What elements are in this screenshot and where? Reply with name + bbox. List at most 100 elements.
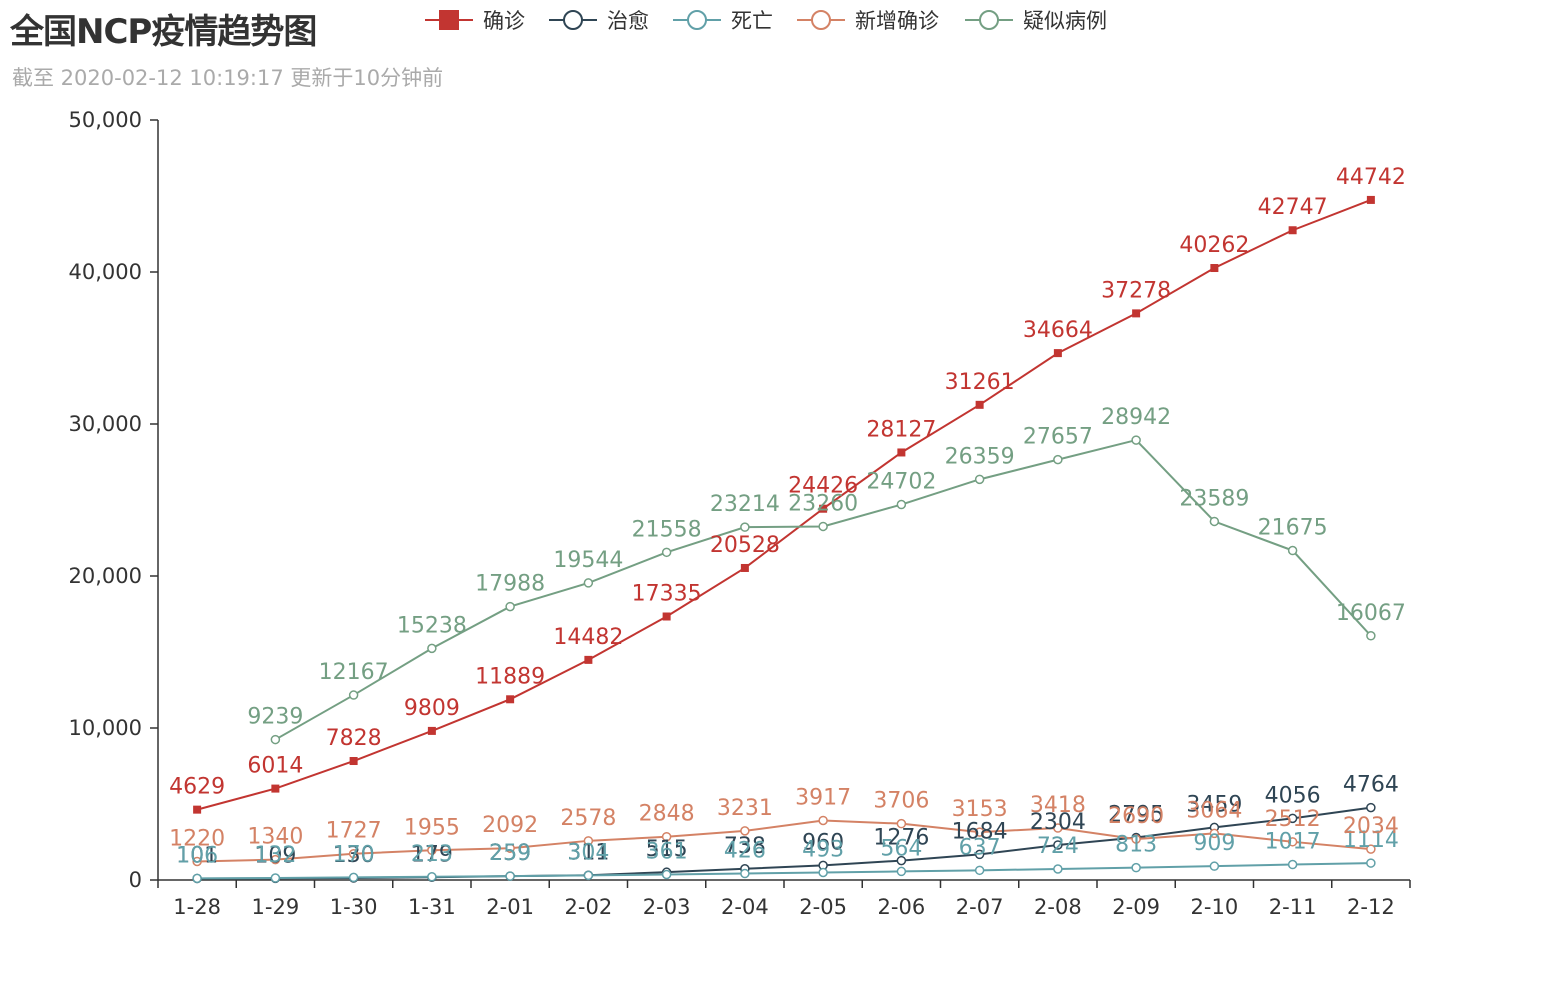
legend-label: 确诊 xyxy=(483,9,525,33)
data-label: 564 xyxy=(880,836,922,861)
data-point xyxy=(348,872,359,883)
data-label: 11889 xyxy=(475,664,545,689)
chart-subtitle: 截至 2020-02-12 10:19:17 更新于10分钟前 xyxy=(12,66,444,90)
data-label: 17988 xyxy=(475,572,545,597)
data-point xyxy=(1287,813,1298,824)
data-label: 24426 xyxy=(788,474,858,499)
series-markers xyxy=(192,195,1376,884)
x-tick-label: 1-28 xyxy=(173,895,221,919)
series-line-3 xyxy=(197,819,1371,863)
legend-label: 死亡 xyxy=(731,9,773,33)
y-tick-label: 40,000 xyxy=(69,260,142,284)
data-point xyxy=(896,818,907,829)
legend-label: 治愈 xyxy=(607,9,649,33)
legend: 确诊 治愈 死亡 新增确诊 疑似病例 xyxy=(425,9,1107,33)
x-tick-label: 2-07 xyxy=(956,895,1004,919)
data-point xyxy=(819,504,828,513)
data-label: 259 xyxy=(489,841,531,866)
data-label: 493 xyxy=(802,838,844,863)
data-point xyxy=(661,831,672,842)
data-label: 1114 xyxy=(1343,828,1399,853)
data-label: 6014 xyxy=(247,754,303,779)
y-tick-label: 50,000 xyxy=(69,108,142,132)
data-label: 2034 xyxy=(1343,814,1399,839)
data-point xyxy=(1287,837,1298,847)
data-label: 960 xyxy=(802,830,844,855)
x-tick-label: 1-30 xyxy=(330,895,378,919)
data-point xyxy=(897,448,906,457)
data-point xyxy=(505,601,515,612)
data-point xyxy=(427,643,437,654)
x-tick-label: 2-12 xyxy=(1347,895,1395,919)
x-tick-label: 2-02 xyxy=(565,895,613,919)
data-point xyxy=(1287,859,1298,870)
data-label: 7828 xyxy=(326,726,382,751)
x-tick-label: 2-08 xyxy=(1034,895,1082,919)
data-label: 361 xyxy=(646,840,688,865)
data-point xyxy=(974,827,985,837)
data-point xyxy=(818,867,828,878)
data-point xyxy=(271,784,280,793)
data-label: 1220 xyxy=(169,826,225,851)
data-label: 3459 xyxy=(1186,792,1242,817)
x-tick-label: 2-05 xyxy=(799,895,847,919)
data-label: 19544 xyxy=(553,548,623,573)
series-line-2 xyxy=(197,862,1371,880)
data-point xyxy=(348,848,359,859)
data-label: 26359 xyxy=(945,444,1015,469)
data-label: 1340 xyxy=(247,825,303,850)
data-label: 21675 xyxy=(1258,516,1328,541)
data-label: 3231 xyxy=(717,796,773,821)
x-tick-label: 2-06 xyxy=(878,895,926,919)
data-label: 23589 xyxy=(1179,486,1249,511)
x-tick-label: 2-11 xyxy=(1269,895,1317,919)
legend-marker xyxy=(979,10,999,30)
data-point xyxy=(1053,454,1063,465)
data-label: 2512 xyxy=(1265,807,1321,832)
legend-marker xyxy=(563,10,583,30)
data-label: 4764 xyxy=(1343,773,1399,798)
data-label: 101 xyxy=(176,843,218,868)
legend-label: 疑似病例 xyxy=(1023,9,1107,33)
data-label: 3917 xyxy=(795,785,851,810)
data-point xyxy=(192,873,202,884)
data-point xyxy=(818,815,828,826)
data-label: 132 xyxy=(254,843,296,868)
data-point xyxy=(1366,631,1376,641)
data-label: 16067 xyxy=(1336,601,1406,626)
legend-item: 治愈 xyxy=(549,9,649,33)
data-label: 909 xyxy=(1193,831,1235,856)
data-label: 9239 xyxy=(247,705,303,730)
legend-label: 新增确诊 xyxy=(855,9,939,33)
data-label: 130 xyxy=(333,843,375,868)
data-point xyxy=(740,826,750,836)
data-label: 2848 xyxy=(639,802,695,827)
data-label: 813 xyxy=(1115,833,1157,858)
data-point xyxy=(1053,864,1063,874)
data-point xyxy=(1053,840,1063,850)
data-label: 170 xyxy=(333,842,375,867)
data-label: 1017 xyxy=(1265,830,1321,855)
data-label: 3418 xyxy=(1030,793,1086,818)
legend-marker xyxy=(687,10,707,30)
data-label: 724 xyxy=(1037,834,1079,859)
data-point xyxy=(1131,834,1141,844)
data-point xyxy=(349,757,358,766)
data-point xyxy=(740,868,750,879)
data-label: 3153 xyxy=(952,797,1008,822)
legend-item: 死亡 xyxy=(673,9,773,33)
data-label: 213 xyxy=(411,842,453,867)
data-label: 2304 xyxy=(1030,810,1086,835)
data-point xyxy=(427,726,436,735)
data-label: 515 xyxy=(646,837,688,862)
chart-title: 全国NCP疫情趋势图 xyxy=(10,12,317,52)
legend-item: 新增确诊 xyxy=(797,9,939,33)
data-point xyxy=(193,805,202,814)
x-tick-label: 1-29 xyxy=(252,895,300,919)
data-point xyxy=(348,690,359,700)
data-point xyxy=(427,845,437,856)
data-label: 34664 xyxy=(1023,318,1093,343)
data-label: 28942 xyxy=(1101,405,1171,430)
data-point xyxy=(896,866,907,877)
data-label: 20528 xyxy=(710,533,780,558)
